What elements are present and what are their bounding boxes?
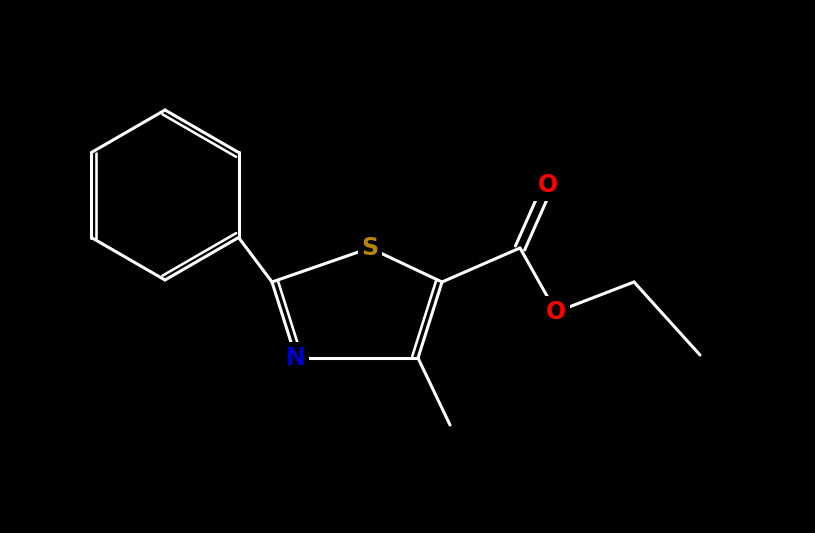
Text: S: S — [361, 236, 378, 260]
Text: O: O — [538, 173, 558, 197]
Text: N: N — [286, 346, 306, 370]
Text: O: O — [546, 300, 566, 324]
